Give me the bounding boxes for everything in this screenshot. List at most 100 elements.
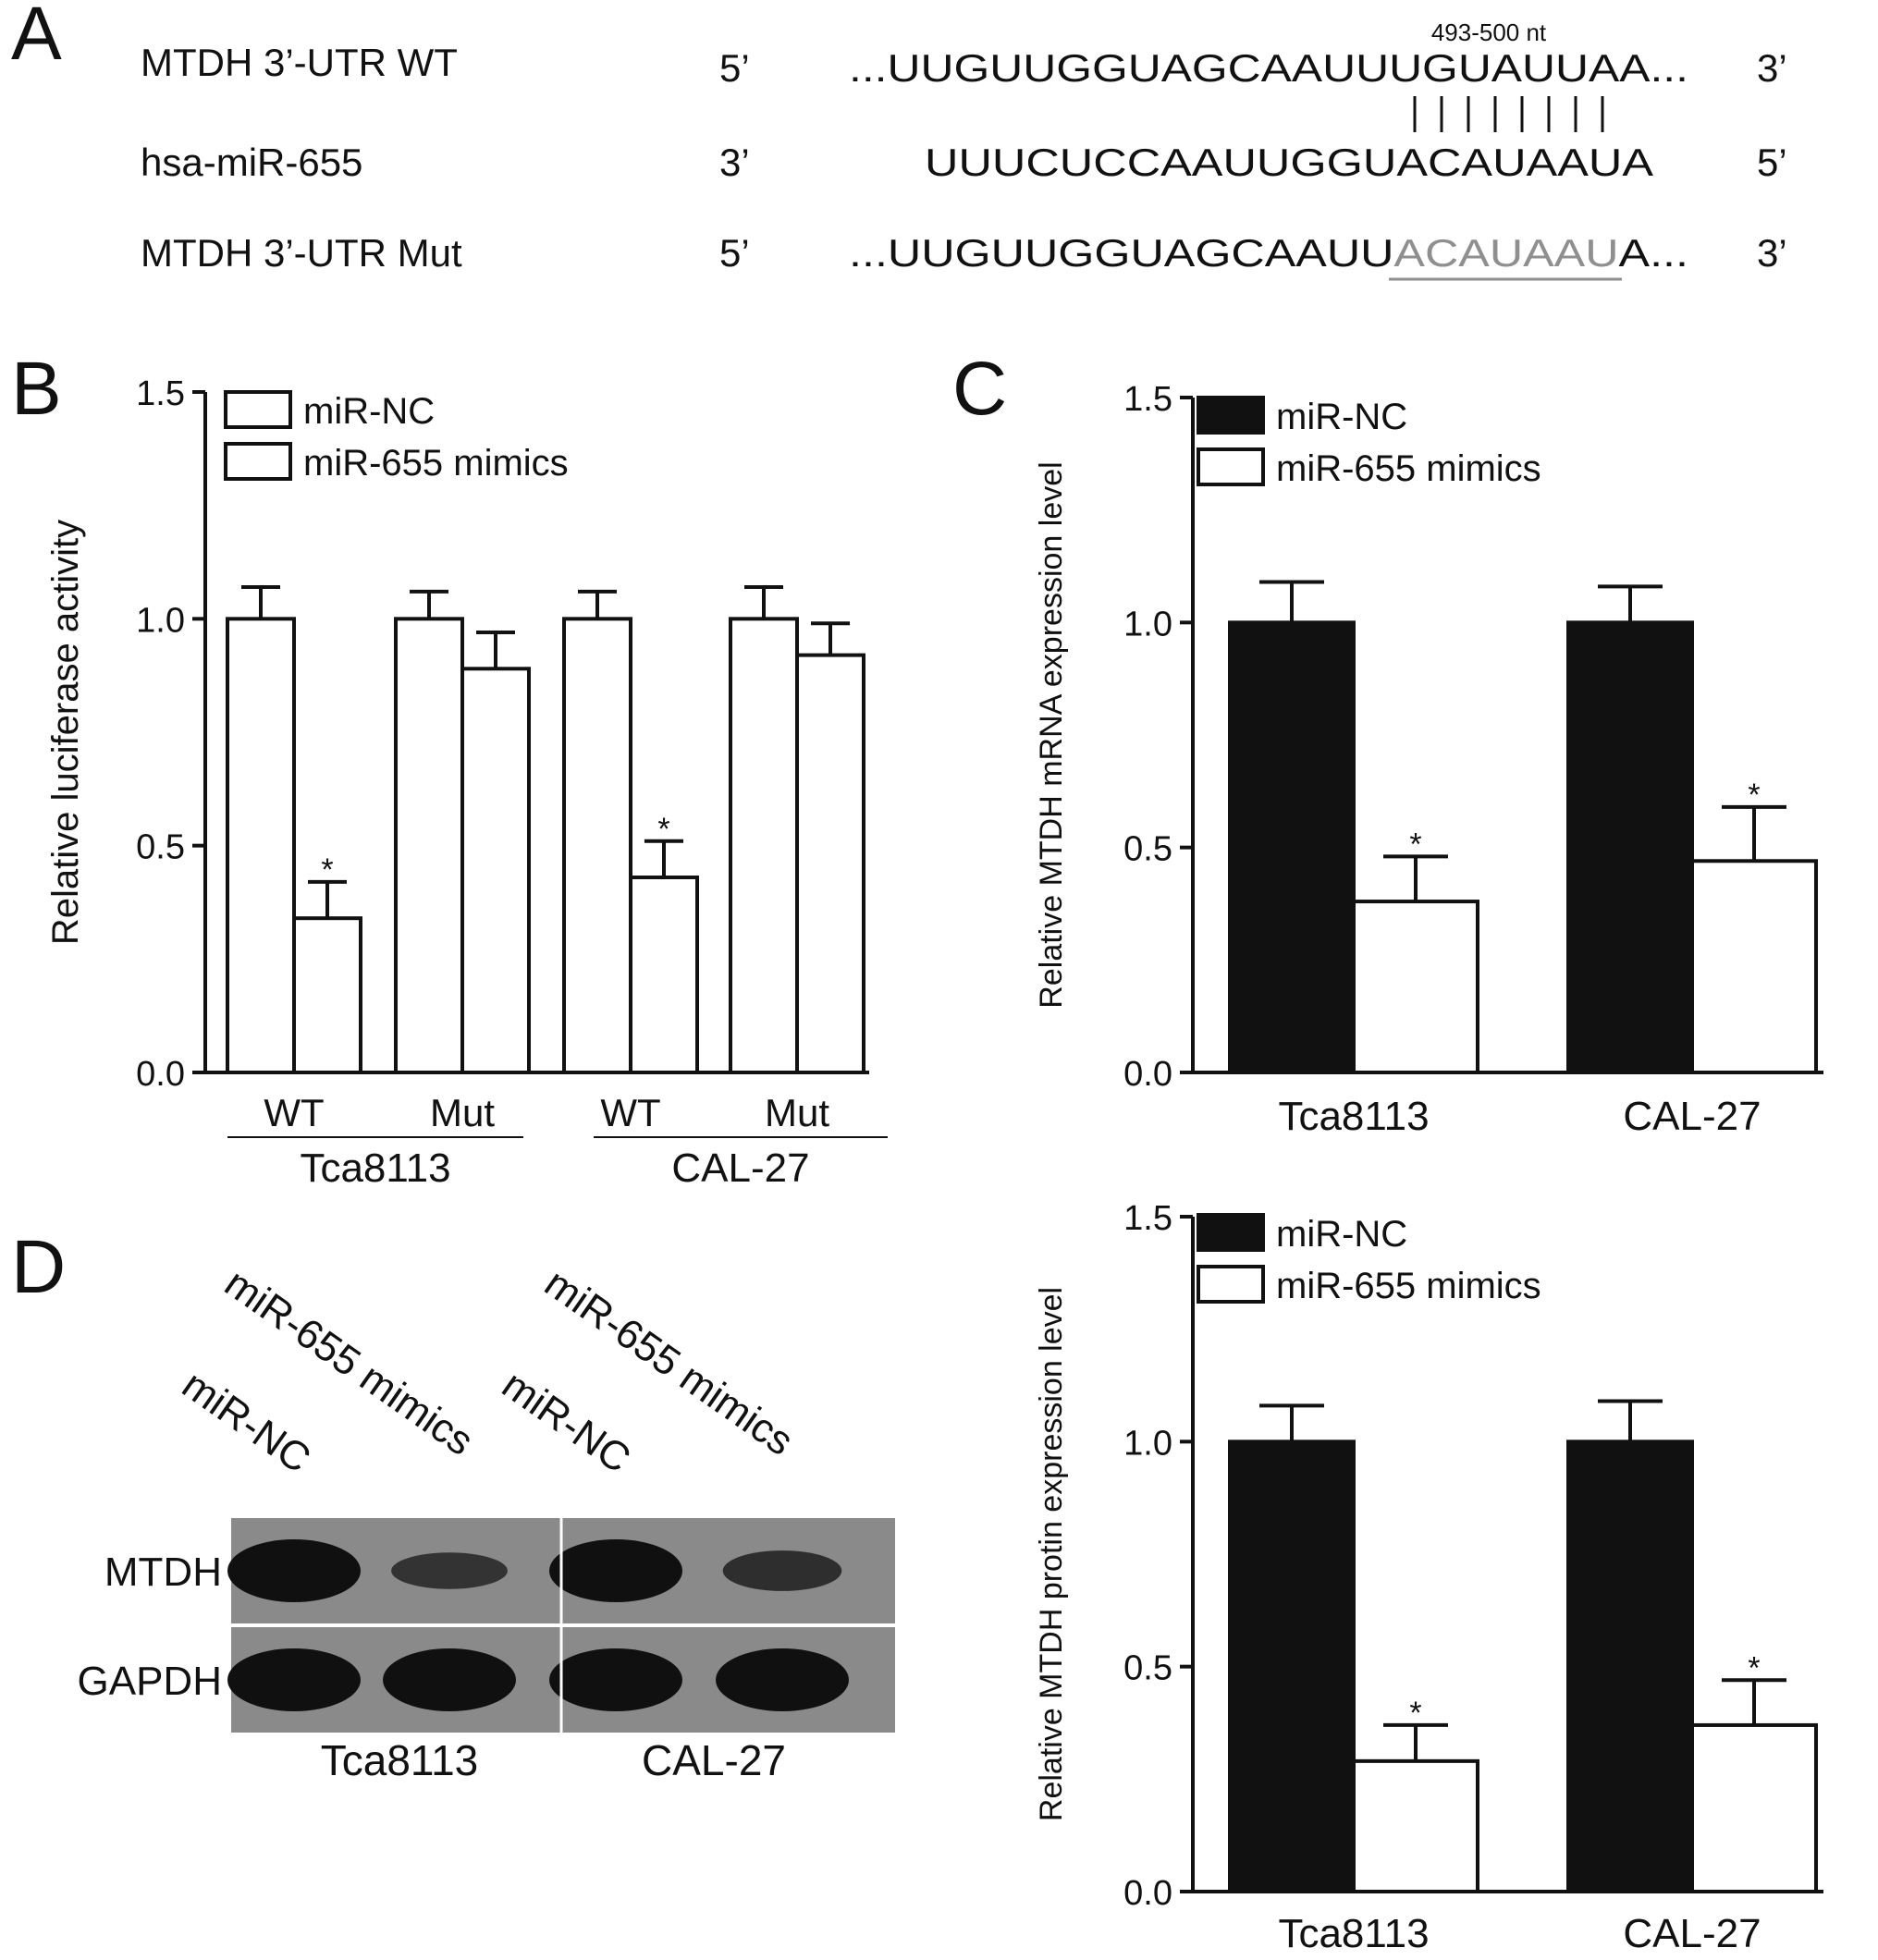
blot-band bbox=[391, 1552, 508, 1589]
x-tick-label: WT bbox=[600, 1091, 660, 1134]
legend-label: miR-655 mimics bbox=[1276, 448, 1541, 489]
bar bbox=[1352, 900, 1479, 1074]
wt-row-name: MTDH 3’-UTR WT bbox=[141, 41, 458, 84]
blot-band bbox=[383, 1648, 516, 1711]
panel-b: B 0.0 0.5 1.0 1.5 Relative luciferase activi… bbox=[11, 347, 888, 1191]
panel-letter-b: B bbox=[11, 347, 62, 431]
mut-sequence-prefix: ...UUGUUGGUAGCAAUU bbox=[849, 231, 1393, 275]
bar bbox=[1566, 620, 1694, 1074]
y-tick-label: 1.0 bbox=[1123, 605, 1172, 643]
mirna-row-end-right: 5’ bbox=[1757, 141, 1787, 184]
y-axis-label: Relative MTDH protin expression level bbox=[1034, 1287, 1069, 1821]
significance-marker: * bbox=[1748, 1650, 1760, 1685]
y-tick-label: 0.0 bbox=[136, 1055, 185, 1094]
y-tick-label: 0.5 bbox=[1123, 830, 1172, 869]
blot-group-label: Tca8113 bbox=[321, 1736, 479, 1784]
bar bbox=[1352, 1758, 1479, 1894]
blot-row-label: GAPDH bbox=[78, 1659, 222, 1704]
mut-sequence-suffix: A... bbox=[1619, 231, 1688, 275]
mut-row-end-right: 3’ bbox=[1757, 231, 1787, 275]
x-tick-label: Mut bbox=[430, 1091, 495, 1134]
blot-band bbox=[227, 1648, 361, 1711]
significance-marker: * bbox=[1409, 1696, 1421, 1731]
y-tick-label: 1.0 bbox=[1123, 1424, 1172, 1463]
x-tick-label: Tca8113 bbox=[1278, 1911, 1429, 1956]
legend-swatch bbox=[224, 390, 292, 429]
lane-label: miR-NC bbox=[174, 1362, 318, 1482]
y-tick-label: 1.5 bbox=[1123, 380, 1172, 419]
significance-marker: * bbox=[1748, 778, 1760, 813]
bar bbox=[460, 667, 531, 1074]
legend-label: miR-NC bbox=[1276, 1214, 1407, 1255]
x-tick-label: Tca8113 bbox=[1278, 1094, 1429, 1139]
significance-marker: * bbox=[1409, 827, 1421, 862]
bar bbox=[562, 617, 632, 1074]
mut-row-end-left: 5’ bbox=[719, 231, 750, 275]
legend-label: miR-655 mimics bbox=[1276, 1266, 1541, 1306]
y-axis-label: Relative MTDH mRNA expression level bbox=[1034, 461, 1069, 1008]
legend-swatch bbox=[1197, 447, 1265, 486]
bar bbox=[226, 617, 296, 1074]
y-tick-label: 1.5 bbox=[1123, 1199, 1172, 1238]
lane-label: miR-NC bbox=[494, 1362, 638, 1482]
panel-letter-d: D bbox=[11, 1225, 66, 1309]
y-tick-label: 0.0 bbox=[1123, 1874, 1172, 1913]
luciferase-chart: 0.0 0.5 1.0 1.5 Relative luciferase activity… bbox=[45, 374, 888, 1191]
x-tick-label: Mut bbox=[765, 1091, 829, 1134]
wt-sequence-suffix: GUAUUAA... bbox=[1422, 46, 1688, 90]
blot-band bbox=[227, 1539, 361, 1602]
site-position-label: 493-500 nt bbox=[1431, 18, 1547, 46]
legend-swatch bbox=[224, 442, 292, 481]
significance-marker: * bbox=[657, 812, 669, 847]
legend-swatch bbox=[1197, 1265, 1265, 1304]
bar bbox=[1690, 1722, 1818, 1894]
mirna-row-end-left: 3’ bbox=[719, 141, 750, 184]
legend-label: miR-NC bbox=[1276, 397, 1407, 437]
mut-sequence-highlight: ACAUAAU bbox=[1393, 231, 1618, 275]
wt-row-end-right: 3’ bbox=[1757, 46, 1787, 90]
bar bbox=[1228, 620, 1356, 1074]
group-label: Tca8113 bbox=[300, 1145, 450, 1191]
legend-label: miR-655 mimics bbox=[303, 443, 569, 484]
panel-a: A 493-500 nt MTDH 3’-UTR WT 5’ ...UUGUUG… bbox=[11, 0, 1787, 281]
mut-row-name: MTDH 3’-UTR Mut bbox=[141, 231, 462, 275]
wt-sequence: ...UUGUUGGUAGCAAUUU GUAUUAA... bbox=[849, 46, 1688, 90]
blot-row-label: MTDH bbox=[104, 1550, 222, 1595]
legend-label: miR-NC bbox=[303, 391, 435, 432]
wt-row-end-left: 5’ bbox=[719, 46, 750, 90]
mrna-expression-chart: 0.0 0.5 1.0 1.5 Relative MTDH mRNA expressio… bbox=[1034, 380, 1823, 1139]
blot-group-label: CAL-27 bbox=[642, 1736, 786, 1784]
blot-band bbox=[549, 1648, 682, 1711]
legend-swatch bbox=[1197, 1213, 1265, 1252]
mut-sequence: ...UUGUUGGUAGCAAUU ACAUAAU A... bbox=[849, 231, 1688, 275]
blot-band bbox=[722, 1550, 842, 1591]
x-tick-label: CAL-27 bbox=[1623, 1911, 1761, 1956]
legend-swatch bbox=[1197, 396, 1265, 435]
bar bbox=[1228, 1439, 1356, 1894]
bar bbox=[292, 916, 362, 1074]
panel-letter-a: A bbox=[11, 0, 62, 76]
y-tick-label: 1.0 bbox=[136, 601, 185, 640]
x-tick-label: CAL-27 bbox=[1623, 1094, 1761, 1139]
y-tick-label: 0.5 bbox=[136, 828, 185, 867]
bar bbox=[1690, 859, 1818, 1074]
wt-sequence-prefix: ...UUGUUGGUAGCAAUUU bbox=[849, 46, 1422, 90]
y-axis-label: Relative luciferase activity bbox=[45, 520, 86, 945]
blot-band bbox=[549, 1539, 682, 1602]
bar bbox=[729, 617, 799, 1074]
mirna-sequence: UUUCUCCAAUUGGUACAUAAUA bbox=[925, 141, 1653, 184]
panel-c: C 0.0 0.5 1.0 1.5 Relative MTDH mRNA express… bbox=[952, 347, 1823, 1956]
bar bbox=[629, 876, 699, 1074]
group-label: CAL-27 bbox=[671, 1145, 809, 1191]
y-tick-label: 0.0 bbox=[1123, 1055, 1172, 1094]
panel-letter-c: C bbox=[952, 347, 1007, 431]
y-tick-label: 1.5 bbox=[136, 374, 185, 413]
bar bbox=[795, 653, 865, 1074]
x-tick-label: WT bbox=[264, 1091, 324, 1134]
blot-band bbox=[716, 1648, 849, 1711]
mirna-row-name: hsa-miR-655 bbox=[141, 141, 362, 184]
pairing-marks bbox=[1413, 96, 1604, 132]
